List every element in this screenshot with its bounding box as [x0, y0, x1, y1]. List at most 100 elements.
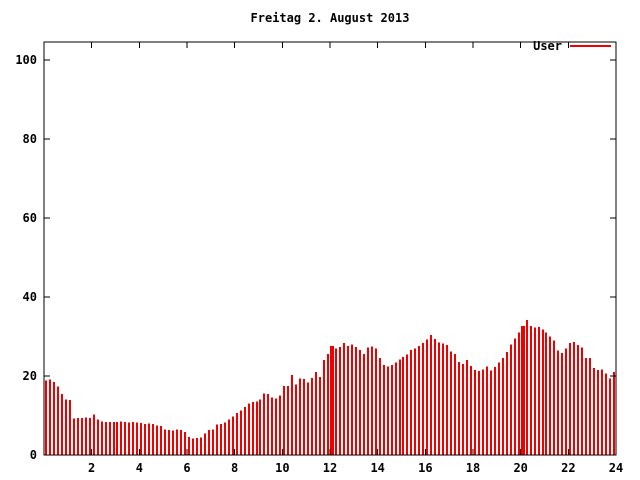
bar: [502, 358, 504, 455]
bar: [196, 438, 198, 455]
axis-ticks: [44, 42, 617, 456]
y-tick-label: 40: [23, 290, 37, 304]
bar: [351, 344, 353, 455]
x-tick-label: 6: [183, 461, 190, 475]
bar: [267, 394, 269, 455]
bar: [526, 319, 528, 455]
x-tick-label: 10: [275, 461, 289, 475]
x-tick-label: 24: [609, 461, 623, 475]
bar: [601, 369, 603, 455]
bar: [228, 419, 230, 455]
bar: [49, 379, 51, 455]
bar: [156, 425, 158, 455]
bar: [248, 403, 250, 455]
bar: [77, 417, 79, 455]
bar: [395, 362, 397, 455]
bar: [585, 357, 587, 455]
bar: [212, 429, 214, 455]
bar: [116, 422, 118, 455]
bar: [474, 370, 476, 455]
bar: [446, 345, 448, 455]
y-tick-label: 0: [30, 448, 37, 462]
bar: [514, 338, 516, 455]
bar: [573, 341, 575, 455]
x-tick-label: 2: [88, 461, 95, 475]
bar: [148, 423, 150, 455]
y-tick-label: 60: [23, 211, 37, 225]
bar: [442, 343, 444, 455]
bar: [140, 422, 142, 455]
bar: [93, 414, 95, 455]
bar: [613, 372, 615, 455]
bar: [109, 422, 111, 455]
bar: [418, 345, 420, 455]
bar: [506, 352, 508, 455]
bar: [538, 326, 540, 455]
x-tick-label: 14: [370, 461, 384, 475]
bar: [383, 364, 385, 455]
bar: [534, 327, 536, 455]
bar: [176, 429, 178, 455]
bar: [498, 362, 500, 455]
bar: [252, 402, 254, 455]
bar: [53, 381, 55, 455]
x-tick-label: 18: [466, 461, 480, 475]
bar: [113, 421, 115, 455]
bar: [287, 386, 289, 455]
bar: [371, 346, 373, 455]
bar: [426, 339, 428, 455]
bar: [530, 326, 532, 455]
bar: [391, 364, 393, 455]
bar: [458, 362, 460, 455]
bar: [124, 421, 126, 455]
bar: [438, 342, 440, 455]
bar: [557, 350, 559, 455]
bar: [402, 356, 404, 455]
bar: [387, 366, 389, 455]
bar: [593, 368, 595, 455]
bar: [569, 342, 571, 455]
bar: [299, 378, 301, 455]
bar: [208, 430, 210, 455]
bar: [422, 342, 424, 455]
bar: [192, 438, 194, 455]
bar: [291, 374, 293, 455]
bar: [152, 424, 154, 455]
bar-series-user: [45, 319, 615, 455]
bar: [521, 326, 525, 455]
bar: [184, 432, 186, 455]
bar: [65, 399, 67, 455]
bar: [144, 423, 146, 455]
bar: [518, 332, 520, 455]
bar: [399, 359, 401, 455]
bar: [315, 372, 317, 455]
bar: [406, 354, 408, 455]
bar: [164, 429, 166, 455]
bar: [454, 354, 456, 455]
bar: [335, 348, 337, 455]
bar: [609, 378, 611, 455]
bar: [510, 344, 512, 455]
bar: [180, 430, 182, 455]
bar: [478, 370, 480, 455]
bar: [466, 360, 468, 455]
y-tick-label: 20: [23, 369, 37, 383]
bar: [61, 394, 63, 455]
bar: [136, 422, 138, 455]
bar: [605, 373, 607, 455]
bar: [236, 413, 238, 455]
bar: [81, 418, 83, 455]
bar: [303, 379, 305, 455]
bar: [101, 421, 103, 455]
bar: [244, 407, 246, 455]
bar: [188, 437, 190, 455]
bar: [490, 370, 492, 455]
bar: [57, 386, 59, 455]
bar: [410, 349, 412, 455]
bar: [553, 340, 555, 455]
legend: User: [533, 39, 611, 53]
legend-label: User: [533, 39, 562, 53]
bar: [486, 366, 488, 455]
x-tick-label: 20: [513, 461, 527, 475]
